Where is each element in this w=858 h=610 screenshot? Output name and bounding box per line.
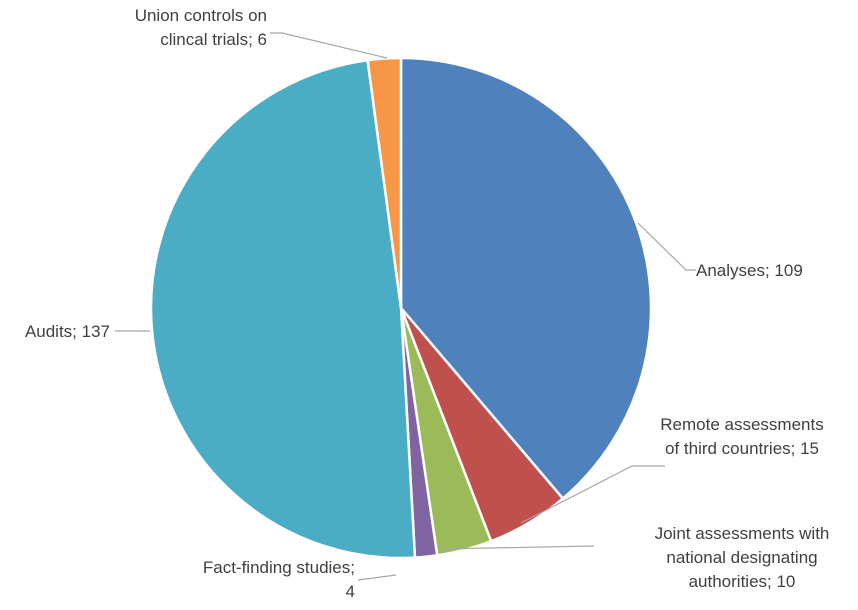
- leader-line: [270, 32, 388, 59]
- leader-line: [520, 465, 665, 524]
- slice-label-line: Fact-finding studies;: [203, 558, 355, 577]
- slice-label: Analyses; 109: [696, 261, 803, 280]
- slice-label-line: Remote assessments: [660, 415, 823, 434]
- slice-label: Union controls on clincal trials; 6: [135, 6, 267, 49]
- leader-line: [637, 222, 696, 271]
- pie-slice: [366, 56, 403, 309]
- slice-label-line: 4: [346, 582, 355, 601]
- slice-label-line: authorities; 10: [689, 572, 796, 591]
- slice-label-line: Analyses; 109: [696, 261, 803, 280]
- slice-label-line: Audits; 137: [25, 322, 110, 341]
- pie-slice: [149, 58, 417, 560]
- slice-label-line: clincal trials; 6: [160, 30, 267, 49]
- leader-line: [439, 545, 595, 550]
- slice-label-line: Union controls on: [135, 6, 267, 25]
- slice-label: Joint assessments with national designati…: [655, 524, 830, 591]
- slice-label: Audits; 137: [25, 322, 110, 341]
- pie-slice: [399, 56, 653, 501]
- slice-label-line: of third countries; 15: [665, 439, 819, 458]
- slice-label: Remote assessments of third countries; 15: [660, 415, 823, 458]
- slice-label-line: national designating: [666, 548, 817, 567]
- slice-labels: Analyses; 109 Remote assessments of third …: [25, 6, 829, 601]
- pie-slices: [149, 56, 653, 560]
- slice-label: Fact-finding studies; 4: [203, 558, 355, 601]
- leader-line: [357, 574, 397, 581]
- slice-label-line: Joint assessments with: [655, 524, 830, 543]
- leader-lines: [115, 32, 696, 581]
